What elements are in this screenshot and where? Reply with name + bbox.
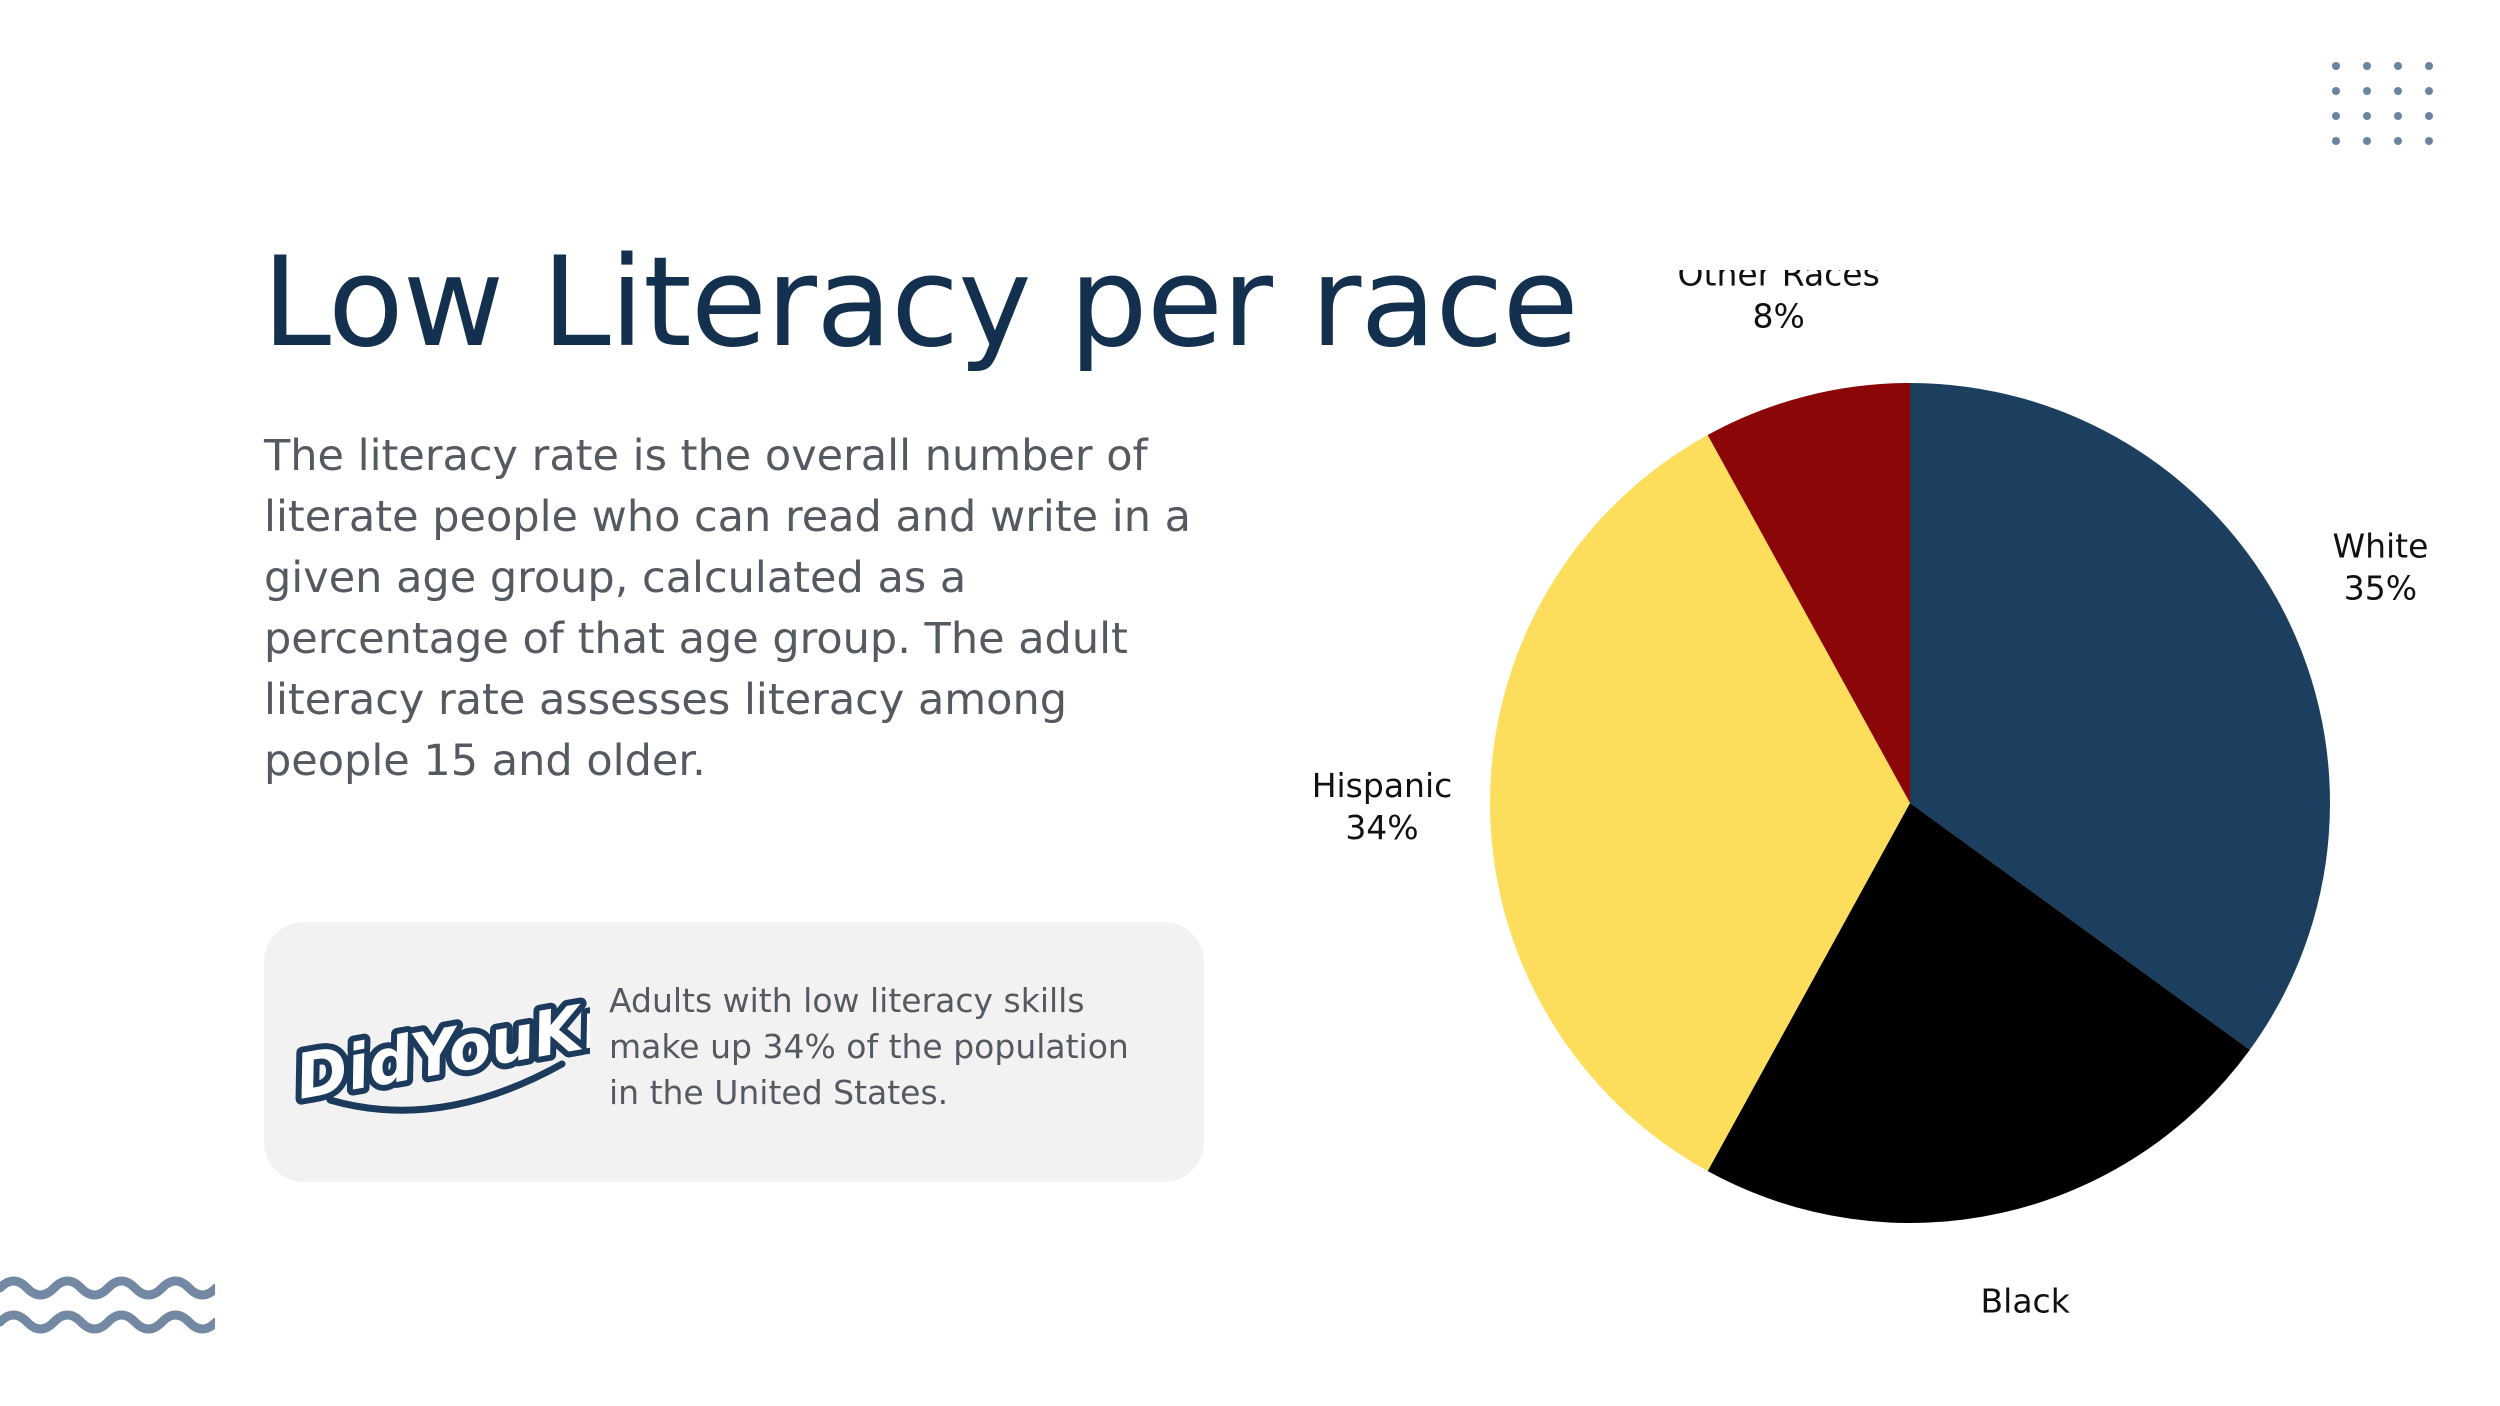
decor-dot (2332, 87, 2340, 95)
pie-label-category: Other Races (1678, 270, 1880, 294)
decor-dot (2394, 137, 2402, 145)
decor-dot (2425, 62, 2433, 70)
wave-line (0, 1276, 215, 1300)
dot-grid-icon (2332, 62, 2433, 145)
decor-dot (2363, 62, 2371, 70)
wave-lines-icon (0, 1276, 215, 1334)
decor-dot (2363, 112, 2371, 120)
description-text: The literacy rate is the overall number … (264, 431, 1192, 786)
pie-label-category: Black (1981, 1281, 2071, 1320)
decor-dot (2332, 137, 2340, 145)
wave-line (0, 1310, 215, 1334)
pie-label-value: 8% (1753, 297, 1805, 336)
decor-dot (2394, 87, 2402, 95)
page-title: Low Literacy per race (262, 231, 1579, 375)
decor-dot (2332, 112, 2340, 120)
pie-label-category: Hispanic (1312, 766, 1453, 805)
pie-slice-other-races (1707, 383, 1910, 803)
decor-dot (2363, 87, 2371, 95)
decor-dot (2394, 62, 2402, 70)
decor-dot (2425, 112, 2433, 120)
pie-slice-hispanic (1489, 434, 1910, 1172)
decor-dot (2332, 62, 2340, 70)
pie-label-value: 23% (1989, 1323, 2062, 1330)
did-you-know-callout: DidYouKnow? Adults with low literacy ski… (264, 922, 1204, 1182)
decor-dot (2425, 137, 2433, 145)
decor-dot (2394, 112, 2402, 120)
pie-slice-white (1910, 383, 2330, 1050)
decor-dot (2363, 137, 2371, 145)
callout-text: Adults with low literacy skills make up … (609, 981, 1129, 1112)
did-you-know-logo-text: DidYouKnow? (290, 982, 590, 1114)
pie-label-value: 35% (2344, 568, 2417, 607)
pie-label-category: White (2332, 526, 2428, 565)
pie-slices (1489, 383, 2330, 1224)
did-you-know-logo: DidYouKnow? (290, 982, 590, 1120)
decor-dot (2425, 87, 2433, 95)
pie-label-value: 34% (1345, 808, 1418, 847)
pie-slice-black (1707, 803, 2250, 1224)
